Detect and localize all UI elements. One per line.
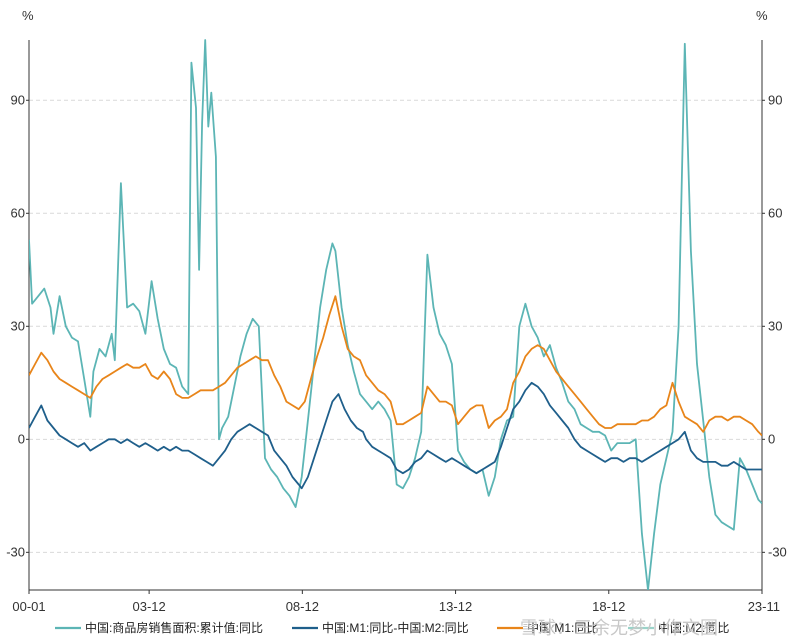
series-layer <box>29 39 762 590</box>
legend-label-2: 中国:M1:同比 <box>527 620 598 635</box>
y-unit-right: % <box>756 8 768 23</box>
y-tick-label-left: 60 <box>11 205 25 220</box>
gridlines <box>29 99 762 553</box>
y-tick-label-left: 90 <box>11 92 25 107</box>
x-tick-label: 23-11 <box>748 599 780 614</box>
y-tick-label-right: 0 <box>768 431 775 446</box>
y-tick-label-right: -30 <box>768 544 787 559</box>
legend-label-1: 中国:M1:同比-中国:M2:同比 <box>322 620 469 635</box>
series-line-1 <box>29 381 762 490</box>
legend-label-3: 中国:M2:同比 <box>658 620 729 635</box>
axes: -30 -30 0 0 30 30 60 60 90 90% % 00-01 03-12 08-12 13-… <box>6 8 787 614</box>
legend: 中国:商品房销售面积:累计值:同比 中国:M1:同比-中国:M2:同比 中国:M1:… <box>55 620 729 635</box>
watermark-text: 雪球：三余无梦小作文圈 <box>520 618 718 639</box>
y-tick-label-right: 90 <box>768 92 782 107</box>
y-tick-label-left: -30 <box>6 544 25 559</box>
y-tick-label-right: 60 <box>768 205 782 220</box>
y-tick-label-left: 0 <box>18 431 25 446</box>
x-tick-label: 00-01 <box>12 599 45 614</box>
x-tick-label: 13-12 <box>439 599 472 614</box>
x-tick-label: 18-12 <box>592 599 625 614</box>
y-tick-label-left: 30 <box>11 318 25 333</box>
x-tick-label: 03-12 <box>132 599 165 614</box>
legend-label-0: 中国:商品房销售面积:累计值:同比 <box>85 620 263 635</box>
y-unit-left: % <box>22 8 34 23</box>
y-tick-label-right: 30 <box>768 318 782 333</box>
x-tick-label: 08-12 <box>286 599 319 614</box>
series-line-0 <box>29 39 762 590</box>
series-line-2 <box>29 295 762 437</box>
